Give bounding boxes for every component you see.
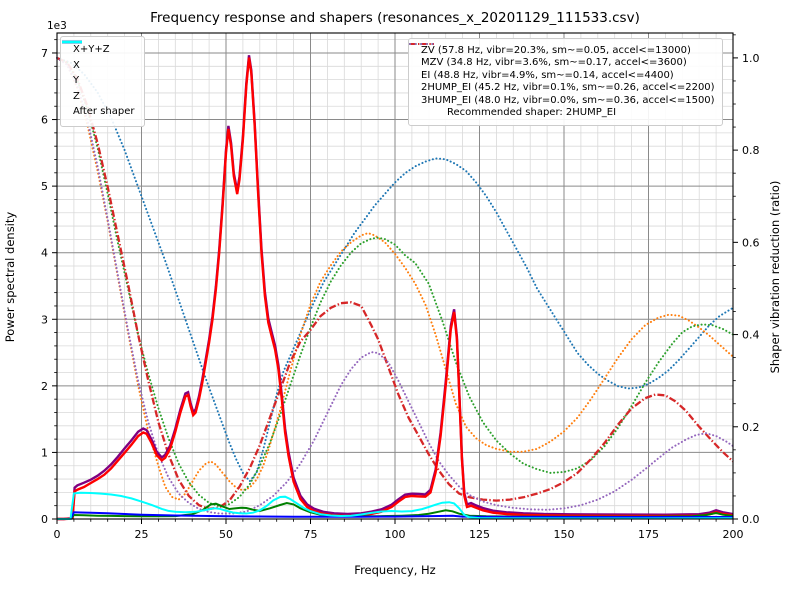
curve-after-shaper <box>57 491 734 520</box>
y-axis-label-left: Power spectral density <box>3 211 17 343</box>
legend-item-x: X <box>62 40 137 73</box>
x-tick-label: 0 <box>54 528 61 541</box>
legend-label-3hump-ei: 3HUMP_EI (48.0 Hz, vibr=0.0%, sm~=0.36, … <box>421 94 715 106</box>
curve-2hump-ei <box>56 56 734 511</box>
x-axis-label: Frequency, Hz <box>354 563 436 577</box>
legend-label-2hump-ei: 2HUMP_EI (45.2 Hz, vibr=0.1%, sm~=0.26, … <box>421 82 715 93</box>
curve-3hump-ei <box>56 56 734 515</box>
legend-item-zv: ZV (57.8 Hz, vibr=20.3%, sm~=0.05, accel… <box>409 42 715 56</box>
y-right-tick-label: 0.0 <box>742 513 760 526</box>
legend-item-after-shaper: After shaper <box>62 40 137 119</box>
psd-legend: X+Y+Z X Y Z After shaper <box>60 36 145 127</box>
y-right-tick-label: 0.8 <box>742 144 760 157</box>
legend-label-x-plus-y-plus-z: X+Y+Z <box>73 44 110 55</box>
y-right-tick-label: 0.4 <box>742 329 760 342</box>
legend-label-zv: ZV (57.8 Hz, vibr=20.3%, sm~=0.05, accel… <box>421 44 691 56</box>
legend-label-after-shaper: After shaper <box>73 106 135 117</box>
legend-item-ei: EI (48.8 Hz, vibr=4.9%, sm~=0.14, accel<… <box>409 42 715 81</box>
curve-mzv <box>56 56 734 501</box>
curve-z <box>57 511 733 520</box>
y-right-tick-label: 1.0 <box>742 52 760 65</box>
y-axis-label-right: Shaper vibration reduction (ratio) <box>768 180 782 374</box>
y-left-tick-label: 4 <box>41 247 48 260</box>
x-axis-ticks <box>56 519 734 524</box>
x-tick-label: 25 <box>135 528 149 541</box>
legend-label-mzv: MZV (34.8 Hz, vibr=3.6%, sm~=0.17, accel… <box>421 57 687 68</box>
x-tick-label: 75 <box>304 528 318 541</box>
legend-label-y: Y <box>73 75 80 86</box>
y-right-ticks <box>733 34 738 520</box>
y-right-tick-label: 0.2 <box>742 421 760 434</box>
x-tick-label: 175 <box>638 528 659 541</box>
legend-item-y: Y <box>62 40 137 88</box>
y-left-tick-label: 6 <box>41 114 48 127</box>
x-tick-label: 200 <box>723 528 744 541</box>
x-tick-label: 125 <box>469 528 490 541</box>
shaper-legend: ZV (57.8 Hz, vibr=20.3%, sm~=0.05, accel… <box>408 38 723 126</box>
legend-item-3hump-ei: 3HUMP_EI (48.0 Hz, vibr=0.0%, sm~=0.36, … <box>409 42 715 106</box>
x-tick-label: 100 <box>385 528 406 541</box>
legend-item-z: Z <box>62 40 137 104</box>
y-left-tick-label: 3 <box>41 313 48 326</box>
recommended-shaper-text: Recommended shaper: 2HUMP_EI <box>447 107 617 118</box>
legend-item-2hump-ei: 2HUMP_EI (45.2 Hz, vibr=0.1%, sm~=0.26, … <box>410 42 715 93</box>
y-axis-offset-text: 1e3 <box>47 20 67 32</box>
x-tick-label: 50 <box>219 528 233 541</box>
recommended-shaper-note: Recommended shaper: 2HUMP_EI <box>415 108 715 118</box>
y-left-tick-label: 0 <box>41 513 48 526</box>
chart-title: Frequency response and shapers (resonanc… <box>150 10 640 26</box>
legend-label-z: Z <box>73 90 80 102</box>
y-left-tick-label: 7 <box>41 47 48 60</box>
y-left-tick-label: 1 <box>41 446 48 459</box>
curve-x <box>57 57 734 521</box>
y-right-tick-label: 0.6 <box>742 236 760 249</box>
curve-ei <box>56 56 734 508</box>
y-left-tick-label: 2 <box>41 380 48 393</box>
x-tick-label: 150 <box>554 528 575 541</box>
legend-label-x: X <box>73 59 80 71</box>
y-left-tick-label: 5 <box>41 180 48 193</box>
legend-item-mzv: MZV (34.8 Hz, vibr=3.6%, sm~=0.17, accel… <box>409 42 715 68</box>
y-left-ticks <box>52 39 57 520</box>
legend-label-ei: EI (48.8 Hz, vibr=4.9%, sm~=0.14, accel<… <box>421 69 674 81</box>
